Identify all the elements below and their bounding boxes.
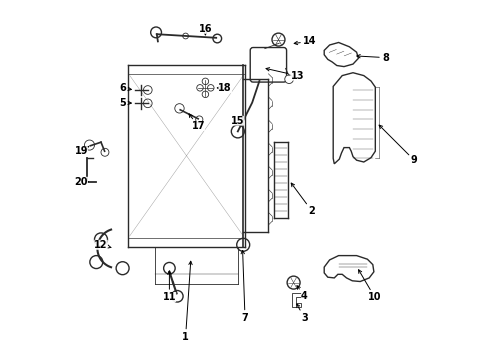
FancyBboxPatch shape [250, 48, 287, 82]
Text: 19: 19 [74, 146, 89, 156]
Circle shape [116, 262, 129, 275]
Circle shape [144, 99, 152, 108]
Circle shape [84, 140, 95, 150]
Circle shape [175, 104, 184, 113]
Circle shape [164, 262, 175, 274]
Text: 8: 8 [357, 53, 389, 63]
Circle shape [144, 86, 152, 94]
Circle shape [202, 91, 209, 98]
Circle shape [172, 291, 183, 302]
Text: 9: 9 [379, 125, 417, 165]
Circle shape [90, 256, 103, 269]
Text: 11: 11 [163, 271, 176, 302]
Polygon shape [292, 293, 301, 307]
Text: 12: 12 [94, 240, 111, 250]
Circle shape [231, 125, 245, 138]
Text: 10: 10 [359, 270, 381, 302]
Text: 3: 3 [296, 304, 308, 323]
Text: 4: 4 [297, 286, 308, 301]
Circle shape [213, 34, 221, 43]
Circle shape [196, 116, 203, 123]
Polygon shape [324, 256, 374, 282]
Text: 13: 13 [266, 68, 304, 81]
Circle shape [237, 238, 250, 251]
Text: 6: 6 [119, 83, 131, 93]
Circle shape [285, 75, 294, 84]
Circle shape [208, 85, 214, 91]
Circle shape [183, 33, 189, 39]
Text: 20: 20 [74, 177, 88, 187]
Text: 17: 17 [189, 114, 205, 131]
Text: 15: 15 [231, 116, 245, 126]
Text: 18: 18 [217, 83, 232, 93]
Circle shape [202, 78, 209, 85]
Text: 7: 7 [241, 251, 248, 323]
Text: 16: 16 [198, 24, 212, 35]
Circle shape [287, 276, 300, 289]
Circle shape [151, 27, 162, 38]
Circle shape [272, 33, 285, 46]
Circle shape [95, 233, 107, 246]
Ellipse shape [251, 49, 286, 81]
Circle shape [101, 148, 109, 156]
Text: 1: 1 [182, 261, 192, 342]
Text: 5: 5 [119, 98, 131, 108]
Polygon shape [324, 42, 358, 67]
Text: 2: 2 [291, 183, 315, 216]
Polygon shape [333, 73, 375, 164]
Circle shape [197, 85, 203, 91]
Text: 14: 14 [294, 36, 317, 46]
